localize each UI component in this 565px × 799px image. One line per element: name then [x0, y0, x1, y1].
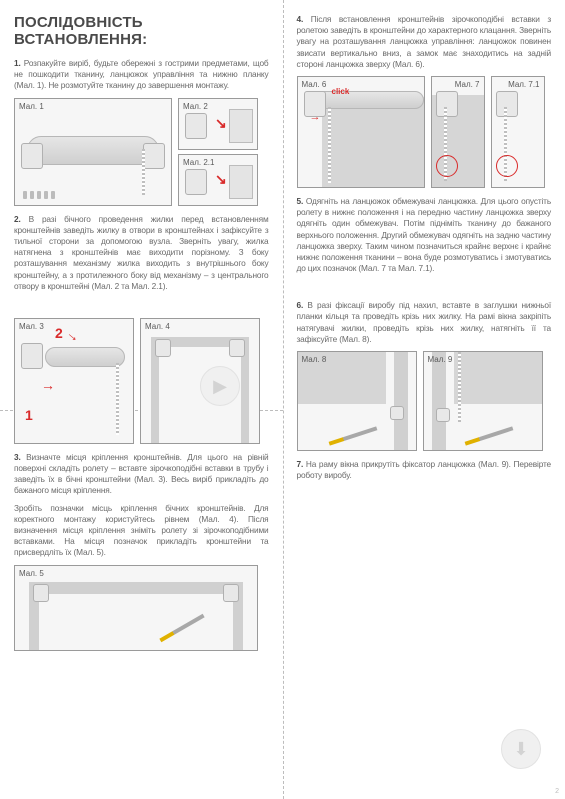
frame-line [394, 352, 408, 450]
figure-5: Мал. 5 [14, 565, 258, 651]
mechanism-shape [229, 109, 253, 143]
figure-2: Мал. 2 ↘ [178, 98, 258, 150]
bracket-shape [390, 406, 404, 420]
red-circle-marker [496, 155, 518, 177]
click-label: click [332, 87, 350, 96]
figure-7-1: Мал. 7.1 [491, 76, 545, 188]
para-4: 4. Після встановлення кронштейнів зірочк… [297, 14, 552, 70]
figure-6: Мал. 6 click → [297, 76, 425, 188]
bracket-shape [33, 584, 49, 602]
para-2-text: В разі бічного проведення жилки перед вс… [14, 214, 269, 291]
bracket-shape [21, 143, 43, 169]
roller-body-shape [45, 347, 125, 367]
figure-8-label: Мал. 8 [302, 355, 327, 364]
figure-6-label: Мал. 6 [302, 80, 327, 89]
para-3b-text: Зробіть позначки місць кріплення бічних … [14, 503, 269, 558]
red-circle-marker [436, 155, 458, 177]
figure-2-1: Мал. 2.1 ↘ [178, 154, 258, 206]
arrow-icon: → [310, 111, 321, 123]
figure-2-stack: Мал. 2 ↘ Мал. 2.1 ↘ [178, 98, 258, 206]
figure-2-label: Мал. 2 [183, 102, 208, 111]
chain-shape [458, 352, 461, 422]
figure-7: Мал. 7 [431, 76, 485, 188]
figure-1: Мал. 1 [14, 98, 172, 206]
para-3a-text: Визначте місця кріплення кронштейнів. Дл… [14, 452, 269, 496]
screwdriver-icon [159, 613, 204, 641]
bracket-shape [436, 91, 458, 117]
frame-line [29, 582, 243, 594]
para-6-text: В разі фіксації виробу під нахил, вставт… [297, 300, 552, 344]
para-1: 1. Розпакуйте виріб, будьте обережні з г… [14, 58, 269, 92]
chain-shape [142, 149, 145, 195]
page-title: ПОСЛІДОВНІСТЬ ВСТАНОВЛЕННЯ: [14, 14, 269, 48]
mechanism-shape [229, 165, 253, 199]
para-3a: 3. Визначте місця кріплення кронштейнів.… [14, 452, 269, 497]
figure-1-label: Мал. 1 [19, 102, 44, 111]
figure-9-label: Мал. 9 [428, 355, 453, 364]
para-4-text: Після встановлення кронштейнів зірочкопо… [297, 14, 552, 69]
para-7-text: На раму вікна прикрутіть фіксатор ланцюж… [297, 459, 552, 480]
page-number: 2 [555, 788, 559, 795]
fig-row-6-7: Мал. 6 click → Мал. 7 Мал. 7.1 [297, 76, 552, 188]
para-6: 6. В разі фіксації виробу під нахил, вст… [297, 300, 552, 345]
callout-2: 2 [55, 325, 63, 341]
para-1-text: Розпакуйте виріб, будьте обережні з гост… [14, 58, 269, 90]
bracket-shape [229, 339, 245, 357]
figure-2-1-label: Мал. 2.1 [183, 158, 214, 167]
bracket-shape [185, 169, 207, 195]
fabric-shape [322, 97, 424, 187]
figure-3: Мал. 3 1 2 → → [14, 318, 134, 444]
arrow-icon: → [41, 377, 55, 393]
left-column: ПОСЛІДОВНІСТЬ ВСТАНОВЛЕННЯ: 1. Розпакуйт… [0, 0, 283, 799]
para-2: 2. В разі бічного проведення жилки перед… [14, 214, 269, 292]
arrow-icon: ↘ [215, 171, 227, 188]
arrow-icon: → [63, 324, 84, 345]
callout-1: 1 [25, 407, 33, 423]
para-7: 7. На раму вікна прикрутіть фіксатор лан… [297, 459, 552, 481]
fig-row-5: Мал. 5 [14, 565, 269, 651]
screwdriver-icon [464, 426, 513, 445]
bracket-shape [155, 339, 171, 357]
watermark-icon: ▶ [200, 366, 240, 406]
roller-body-shape [27, 136, 158, 166]
fabric-shape [454, 352, 542, 404]
right-column: 4. Після встановлення кронштейнів зірочк… [283, 0, 565, 799]
figure-7-label: Мал. 7 [455, 80, 480, 89]
arrow-icon: ↘ [215, 115, 227, 132]
figure-8: Мал. 8 [297, 351, 417, 451]
bracket-shape [21, 343, 43, 369]
figure-5-label: Мал. 5 [19, 569, 44, 578]
figure-4-label: Мал. 4 [145, 322, 170, 331]
figure-7-1-label: Мал. 7.1 [508, 80, 539, 89]
chain-shape [328, 107, 331, 183]
frame-line [432, 352, 446, 450]
fig-row-8-9: Мал. 8 Мал. 9 [297, 351, 552, 451]
watermark-icon: ⬇ [501, 729, 541, 769]
bracket-shape [436, 408, 450, 422]
para-3b: Зробіть позначки місць кріплення бічних … [14, 503, 269, 559]
bracket-shape [223, 584, 239, 602]
chain-shape [116, 363, 119, 435]
figure-3-label: Мал. 3 [19, 322, 44, 331]
fig-row-1: Мал. 1 Мал. 2 ↘ Мал. 2.1 ↘ [14, 98, 269, 206]
screws-shape [23, 191, 55, 199]
bracket-shape [185, 113, 207, 139]
bracket-shape [496, 91, 518, 117]
screwdriver-icon [328, 426, 377, 445]
para-5: 5. Одягніть на ланцюжок обмежувачі ланцю… [297, 196, 552, 274]
bracket-shape [143, 143, 165, 169]
figure-9: Мал. 9 [423, 351, 543, 451]
para-5-text: Одягніть на ланцюжок обмежувачі ланцюжка… [297, 196, 552, 273]
